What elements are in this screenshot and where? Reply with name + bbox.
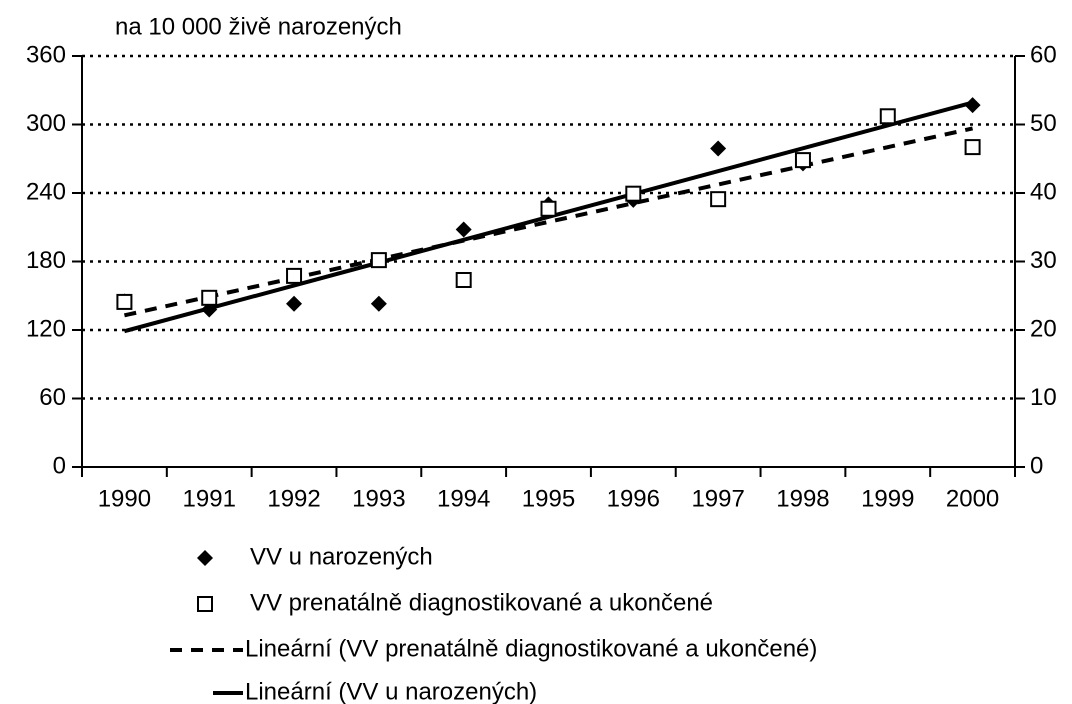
point (964, 97, 981, 114)
y-tick-label: 180 (26, 247, 66, 274)
point (370, 295, 387, 312)
legend-marker (197, 596, 213, 612)
point (116, 293, 133, 310)
x-tick-label: 2000 (946, 485, 999, 512)
point (455, 221, 472, 238)
y-tick-label: 60 (39, 384, 66, 411)
x-tick-label: 1994 (437, 485, 490, 512)
point (286, 267, 303, 284)
y-tick-label: 240 (26, 178, 66, 205)
y2-tick-label: 60 (1030, 41, 1057, 68)
point (710, 191, 727, 208)
x-tick-label: 1996 (607, 485, 660, 512)
y-tick-label: 360 (26, 41, 66, 68)
x-tick-label: 1991 (183, 485, 236, 512)
x-tick-label: 1993 (352, 485, 405, 512)
point (625, 185, 642, 202)
x-tick-label: 1990 (98, 485, 151, 512)
x-tick-label: 1998 (776, 485, 829, 512)
point (710, 140, 727, 157)
y2-tick-label: 50 (1030, 110, 1057, 137)
y-tick-label: 300 (26, 110, 66, 137)
point (370, 252, 387, 269)
x-tick-label: 1992 (267, 485, 320, 512)
x-tick-label: 1999 (861, 485, 914, 512)
legend-label: Lineární (VV prenatálně diagnostikované … (245, 635, 817, 662)
point (455, 271, 472, 288)
legend-label: VV prenatálně diagnostikované a ukončené (250, 589, 713, 616)
point (286, 295, 303, 312)
trendline (123, 126, 974, 318)
point (879, 108, 896, 125)
legend-label: VV u narozených (250, 543, 433, 570)
y2-tick-label: 10 (1030, 384, 1057, 411)
legend-marker (197, 550, 213, 566)
y-tick-label: 0 (53, 452, 66, 479)
y2-tick-label: 30 (1030, 247, 1057, 274)
x-tick-label: 1997 (691, 485, 744, 512)
y-tick-label: 120 (26, 315, 66, 342)
point (540, 200, 557, 217)
point (201, 289, 218, 306)
y2-tick-label: 40 (1030, 178, 1057, 205)
y2-tick-label: 0 (1030, 452, 1043, 479)
trendline (123, 100, 974, 334)
x-tick-label: 1995 (522, 485, 575, 512)
point (964, 139, 981, 156)
point (794, 152, 811, 169)
y2-tick-label: 20 (1030, 315, 1057, 342)
legend-label: Lineární (VV u narozených) (245, 678, 537, 704)
axis-unit-label: na 10 000 živě narozených (115, 13, 402, 40)
